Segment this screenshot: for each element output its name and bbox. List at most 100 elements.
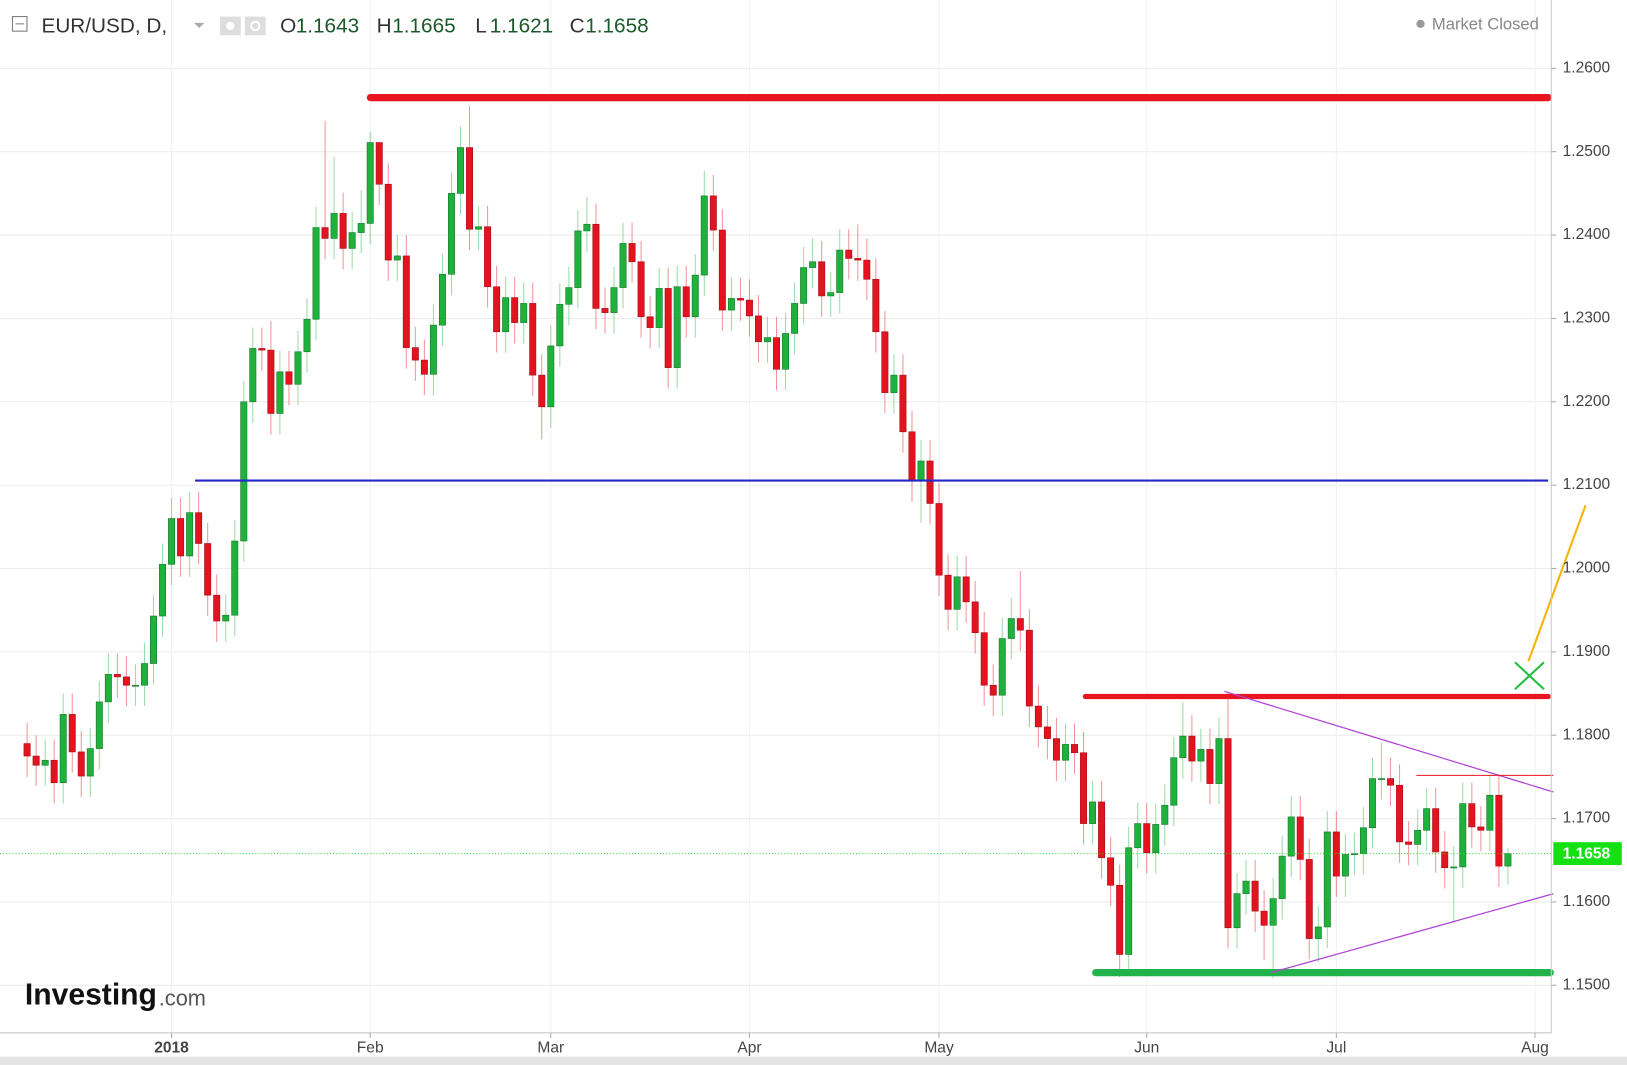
candle-body xyxy=(294,351,302,385)
candle-body xyxy=(1233,893,1241,929)
candle-body xyxy=(727,298,735,311)
candle-body xyxy=(700,195,708,276)
candle-body xyxy=(1414,829,1422,845)
candle-body xyxy=(231,540,239,616)
candle-body xyxy=(1269,898,1277,926)
projection-line xyxy=(1527,505,1587,662)
candle-body xyxy=(1052,738,1060,761)
x-tick-label: May xyxy=(924,1039,954,1056)
candle-body xyxy=(1161,804,1169,825)
candle-body xyxy=(529,303,537,376)
candle-body xyxy=(1188,735,1196,762)
ohlc-value: 1.1665 xyxy=(392,14,455,37)
candle-body xyxy=(1296,816,1304,860)
candle-body xyxy=(556,303,564,347)
candle-body xyxy=(592,223,600,309)
last-price-label: 1.1658 xyxy=(1563,846,1611,863)
x-tick-label: Jun xyxy=(1134,1039,1159,1056)
candle-body xyxy=(1450,866,1458,869)
candle-body xyxy=(1468,803,1476,828)
candle-body xyxy=(86,748,94,777)
candle-body xyxy=(393,255,401,261)
candles xyxy=(23,105,1512,979)
candle-body xyxy=(673,286,681,368)
candle-body xyxy=(285,371,293,385)
settings-icon xyxy=(250,20,261,32)
candle-body xyxy=(1061,744,1069,761)
y-tick-label: 1.1600 xyxy=(1563,893,1611,910)
candle-body xyxy=(150,615,157,664)
candle-body xyxy=(854,258,862,261)
candle-body xyxy=(1098,801,1106,859)
candle-body xyxy=(77,751,85,777)
candle-body xyxy=(1206,749,1214,784)
last-price-tag xyxy=(1553,842,1622,866)
candle-body xyxy=(953,576,961,610)
candle-body xyxy=(1387,778,1395,786)
logo: Investing .com xyxy=(25,978,206,1011)
candle-body xyxy=(1152,824,1160,854)
candle-body xyxy=(773,337,781,370)
candle-body xyxy=(429,324,437,375)
candle-body xyxy=(1405,841,1413,845)
candle-body xyxy=(41,759,49,766)
candle-body xyxy=(1314,926,1322,939)
candle-body xyxy=(447,193,455,275)
x-tick-label: Mar xyxy=(537,1039,564,1056)
candle-body xyxy=(195,512,203,544)
candle-body xyxy=(186,512,194,557)
candle-body xyxy=(601,308,609,313)
candle-body xyxy=(610,287,618,313)
price-tag: 1.1658 xyxy=(0,842,1622,866)
candle-body xyxy=(764,337,771,343)
y-tick-label: 1.2300 xyxy=(1563,310,1611,327)
candle-body xyxy=(1025,629,1033,707)
candle-body xyxy=(800,267,808,304)
candle-body xyxy=(1242,880,1250,894)
ohlc-value: 1.1643 xyxy=(296,14,359,37)
candle-body xyxy=(59,714,67,784)
y-tick-label: 1.2000 xyxy=(1563,560,1611,577)
candle-body xyxy=(1396,784,1404,843)
candle-body xyxy=(276,371,284,414)
candle-body xyxy=(457,147,464,194)
candle-body xyxy=(836,249,844,293)
candle-body xyxy=(827,292,835,297)
candle-body xyxy=(438,273,446,326)
candle-body xyxy=(989,684,997,696)
candle-body xyxy=(131,684,139,687)
candle-body xyxy=(1143,823,1151,854)
candle-body xyxy=(547,345,555,408)
candle-body xyxy=(1486,794,1494,831)
settings-icon[interactable] xyxy=(244,16,266,36)
ohlc-value: 1.1658 xyxy=(585,14,648,37)
candle-body xyxy=(1134,823,1142,849)
x-tick-label: Jul xyxy=(1326,1039,1346,1056)
candle-body xyxy=(1016,618,1024,631)
candle-body xyxy=(159,564,167,617)
candle-body xyxy=(1260,910,1268,926)
candle-body xyxy=(1034,705,1042,728)
candle-body xyxy=(1170,757,1178,806)
candle-body xyxy=(493,286,501,333)
candle-body xyxy=(709,195,717,231)
candle-body xyxy=(890,374,898,393)
candle-body xyxy=(845,249,853,259)
candle-body xyxy=(258,348,266,351)
candle-body xyxy=(312,227,320,320)
x-tick-label: Apr xyxy=(737,1039,761,1056)
candle-body xyxy=(655,288,663,328)
candle-body xyxy=(1107,857,1115,886)
logo-brand: Investing xyxy=(25,978,157,1011)
candle-body xyxy=(1341,854,1349,877)
candle-body xyxy=(1459,803,1467,868)
candle-body xyxy=(944,574,952,610)
candle-body xyxy=(980,632,988,686)
candle-body xyxy=(971,601,979,634)
candle-body xyxy=(664,288,672,368)
candle-body xyxy=(809,261,817,268)
dropdown-icon[interactable] xyxy=(194,22,205,29)
collapse-icon[interactable] xyxy=(11,16,28,32)
